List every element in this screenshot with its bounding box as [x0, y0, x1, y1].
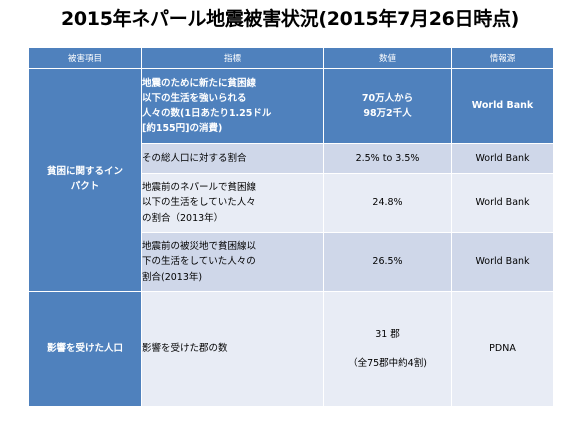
value-cell: 2.5% to 3.5%	[323, 143, 452, 174]
column-header-category: 被害項目	[28, 47, 142, 69]
category-affected-population: 影響を受けた人口	[28, 291, 142, 407]
damage-table: 被害項目 指標 数値 情報源 貧困に関するイン パクト 地震のために新たに貧困線…	[28, 47, 554, 407]
value-cell: 70万人から 98万2千人	[323, 68, 452, 144]
source-cell: PDNA	[451, 291, 554, 407]
value-districts: 31 郡	[375, 328, 400, 340]
source-cell: World Bank	[451, 232, 554, 292]
source-cell: World Bank	[451, 173, 554, 233]
page-title: 2015年ネパール地震被害状況(2015年7月26日時点)	[60, 8, 520, 30]
source-cell: World Bank	[451, 143, 554, 174]
indicator-cell: 影響を受けた郡の数	[141, 291, 324, 407]
indicator-cell: 地震前の被災地で貧困線以 下の生活をしていた人々の 割合(2013年)	[141, 232, 324, 292]
column-header-source: 情報源	[451, 47, 554, 69]
indicator-cell: 地震前のネパールで貧困線 以下の生活をしていた人々 の割合（2013年）	[141, 173, 324, 233]
value-cell: 26.5%	[323, 232, 452, 292]
table-row: 影響を受けた人口 影響を受けた郡の数 31 郡 （全75郡中約4割) PDNA	[28, 291, 554, 407]
value-cell: 24.8%	[323, 173, 452, 233]
column-header-value: 数値	[323, 47, 452, 69]
table-row: 貧困に関するイン パクト 地震のために新たに貧困線 以下の生活を強いられる 人々…	[28, 68, 554, 292]
column-header-indicator: 指標	[141, 47, 324, 69]
value-cell: 31 郡 （全75郡中約4割)	[323, 291, 452, 407]
table-row: 地震前のネパールで貧困線 以下の生活をしていた人々 の割合（2013年） 24.…	[29, 173, 554, 233]
table-header-row: 被害項目 指標 数値 情報源	[28, 47, 554, 69]
category-poverty-impact: 貧困に関するイン パクト	[28, 68, 142, 292]
value-districts-share: （全75郡中約4割)	[348, 358, 427, 369]
table-row: その総人口に対する割合 2.5% to 3.5% World Bank	[29, 143, 554, 174]
indicator-cell: その総人口に対する割合	[141, 143, 324, 174]
indicator-cell: 地震のために新たに貧困線 以下の生活を強いられる 人々の数(1日あたり1.25ド…	[141, 68, 324, 144]
source-cell: World Bank	[451, 68, 554, 144]
